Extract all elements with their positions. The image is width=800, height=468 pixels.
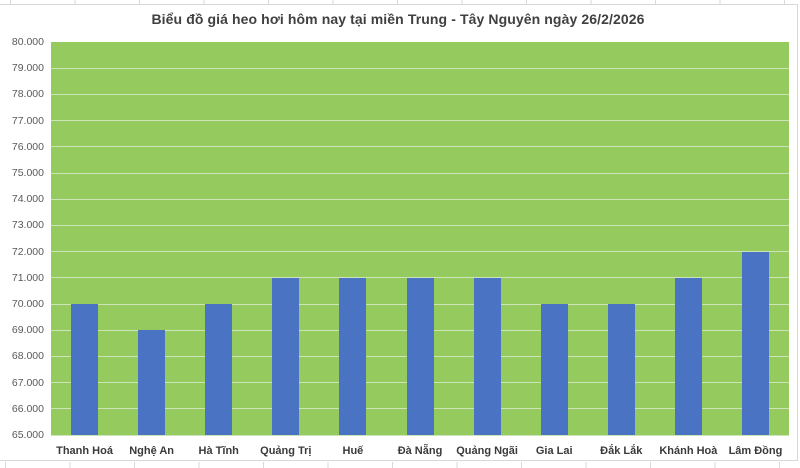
- y-axis-tick-label: 78.000: [11, 88, 44, 101]
- bar[interactable]: [473, 277, 501, 435]
- y-axis-tick-label: 70.000: [11, 298, 44, 310]
- y-axis-tick-label: 73.000: [11, 219, 44, 232]
- x-axis-category-label: Lâm Đồng: [728, 445, 783, 457]
- y-axis-tick-label: 68.000: [11, 350, 44, 363]
- gridline: [51, 172, 789, 174]
- bar[interactable]: [540, 304, 568, 435]
- plot-area[interactable]: [51, 42, 789, 436]
- y-axis-tick-label: 76.000: [11, 140, 44, 153]
- y-axis-tick-label: 79.000: [11, 62, 44, 75]
- y-axis-tick-label: 65.000: [11, 429, 44, 441]
- y-axis-tick-label: 69.000: [11, 324, 44, 337]
- spreadsheet-gridlines-bottom: [0, 462, 800, 468]
- gridline: [51, 434, 789, 436]
- gridline: [51, 224, 789, 226]
- x-axis-category-label: Thanh Hoá: [56, 445, 113, 457]
- bar[interactable]: [406, 277, 434, 435]
- bar[interactable]: [674, 277, 702, 435]
- gridline: [51, 120, 789, 122]
- gridline: [51, 277, 789, 279]
- chart-object[interactable]: Biểu đồ giá heo hơi hôm nay tại miền Tru…: [0, 4, 798, 461]
- y-axis: 80.000 79.000 78.000 77.000 76.000 75.000 74.0…: [0, 36, 46, 441]
- y-axis-tick-label: 80.000: [11, 36, 44, 48]
- x-axis-category-label: Khánh Hoà: [659, 445, 718, 457]
- bar[interactable]: [71, 304, 99, 435]
- y-axis-tick-label: 77.000: [11, 114, 44, 127]
- gridline: [51, 93, 789, 95]
- chart-title: Biểu đồ giá heo hơi hôm nay tại miền Tru…: [151, 11, 645, 27]
- x-axis-category-label: Quảng Ngãi: [456, 445, 518, 457]
- x-axis-category-label: Quảng Trị: [260, 445, 312, 457]
- x-axis-category-label: Nghệ An: [129, 445, 175, 457]
- y-axis-tick-label: 72.000: [11, 245, 44, 258]
- gridline: [51, 146, 789, 148]
- gridline: [51, 251, 789, 253]
- y-axis-tick-label: 74.000: [11, 193, 44, 206]
- gridline: [51, 67, 789, 69]
- bar[interactable]: [339, 277, 367, 435]
- x-axis-category-label: Đắk Lắk: [600, 445, 643, 457]
- bar[interactable]: [607, 304, 635, 435]
- bar[interactable]: [205, 304, 233, 435]
- bar[interactable]: [272, 277, 300, 435]
- gridline: [51, 198, 789, 200]
- y-axis-tick-label: 66.000: [11, 402, 44, 415]
- y-axis-tick-label: 75.000: [11, 167, 44, 179]
- x-axis-category-label: Hà Tĩnh: [198, 445, 239, 457]
- x-axis: Thanh Hoá Nghệ An Hà Tĩnh Quảng Trị Huế Đà Nẵ…: [51, 443, 789, 459]
- x-axis-category-label: Huế: [342, 445, 364, 457]
- bar[interactable]: [138, 330, 166, 435]
- y-axis-tick-label: 67.000: [11, 376, 44, 389]
- spreadsheet-gridlines-top: [0, 0, 800, 4]
- bar[interactable]: [741, 251, 769, 435]
- x-axis-category-label: Đà Nẵng: [397, 445, 443, 457]
- x-axis-category-label: Gia Lai: [535, 445, 573, 457]
- y-axis-tick-label: 71.000: [11, 271, 44, 284]
